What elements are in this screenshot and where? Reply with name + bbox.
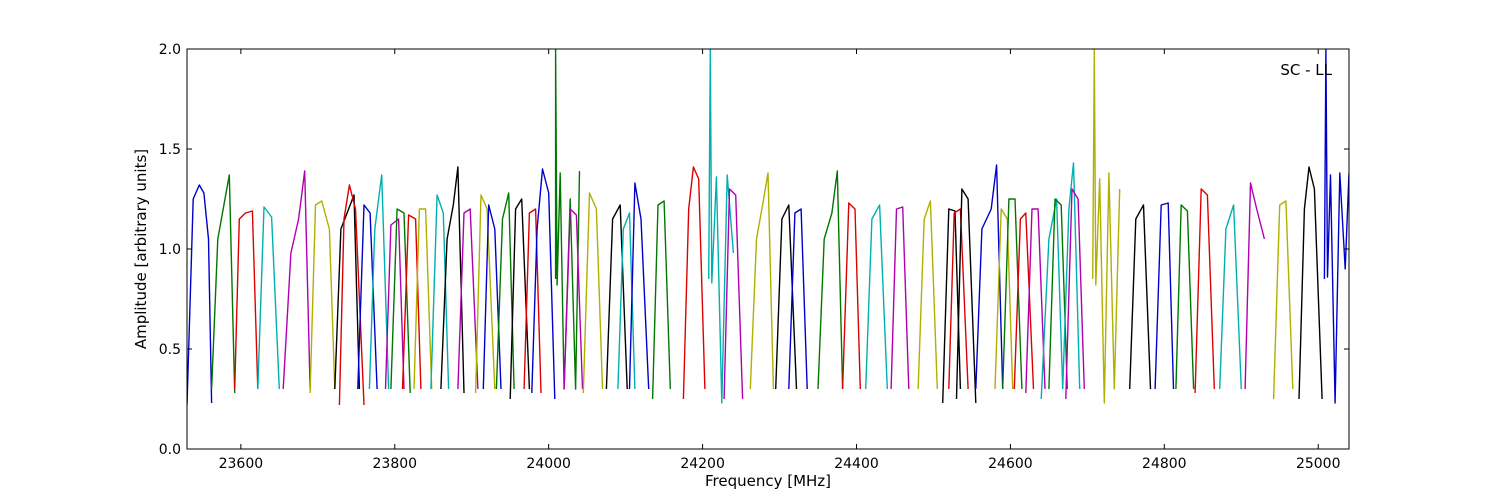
series-line-57 xyxy=(1194,188,1215,394)
series-line-10 xyxy=(384,218,405,390)
x-tick-label: 23800 xyxy=(373,456,418,472)
series-line-36 xyxy=(817,170,844,390)
series-line-50 xyxy=(1048,198,1068,390)
series-line-19 xyxy=(495,192,515,390)
chart-annotation: SC - LL xyxy=(1280,61,1332,79)
series-line-9 xyxy=(368,174,390,390)
series-line-2 xyxy=(234,210,259,390)
series-line-39 xyxy=(890,206,910,390)
series-line-1 xyxy=(210,174,236,394)
series-line-23 xyxy=(554,49,581,390)
series-line-54 xyxy=(1129,204,1152,390)
series-line-53 xyxy=(1091,49,1121,404)
x-tick-label: 24600 xyxy=(988,456,1033,472)
series-line-16 xyxy=(457,208,479,390)
series-line-51 xyxy=(1062,162,1081,390)
series-line-59 xyxy=(1244,182,1266,390)
y-tick-label: 1.0 xyxy=(159,242,181,258)
y-tick-label: 2.0 xyxy=(159,42,181,58)
series-line-61 xyxy=(1298,166,1323,400)
series-line-38 xyxy=(865,204,888,390)
series-line-43 xyxy=(955,188,977,404)
series-line-18 xyxy=(482,204,502,390)
series-line-5 xyxy=(309,200,336,394)
x-tick-label: 24800 xyxy=(1142,456,1187,472)
series-line-58 xyxy=(1219,204,1242,390)
series-line-0 xyxy=(187,184,213,406)
series-line-31 xyxy=(708,49,735,404)
series-line-15 xyxy=(440,166,465,394)
y-tick-label: 1.5 xyxy=(159,142,181,158)
x-tick-label: 25000 xyxy=(1296,456,1341,472)
y-axis-label: Amplitude [arbitrary units] xyxy=(132,149,150,349)
series-line-4 xyxy=(282,170,311,390)
series-line-8 xyxy=(357,204,378,390)
series-line-33 xyxy=(749,172,775,390)
series-line-45 xyxy=(994,208,1014,390)
series-line-42 xyxy=(948,208,969,390)
series-line-46 xyxy=(1002,198,1023,390)
series-line-30 xyxy=(682,166,706,400)
plot-frame xyxy=(186,48,1350,450)
series-line-52 xyxy=(1065,188,1085,400)
series-line-29 xyxy=(651,200,671,400)
series-line-62 xyxy=(1323,49,1349,404)
series-line-21 xyxy=(523,208,542,394)
x-tick-label: 23600 xyxy=(219,456,264,472)
series-line-37 xyxy=(841,202,861,390)
series-line-6 xyxy=(334,194,361,390)
x-tick-label: 24200 xyxy=(680,456,725,472)
series-line-7 xyxy=(338,184,365,406)
x-tick-label: 24000 xyxy=(526,456,571,472)
series-line-17 xyxy=(474,194,496,394)
series-line-13 xyxy=(413,208,433,390)
series-line-32 xyxy=(723,188,744,400)
series-line-28 xyxy=(628,182,650,390)
series-line-40 xyxy=(917,200,938,390)
series-line-12 xyxy=(401,214,422,390)
series-line-35 xyxy=(788,208,808,390)
series-line-25 xyxy=(582,192,604,394)
series-line-3 xyxy=(257,206,280,390)
series-layer xyxy=(187,49,1349,406)
series-line-56 xyxy=(1175,204,1195,390)
series-line-26 xyxy=(605,204,628,390)
x-axis-label: Frequency [MHz] xyxy=(705,472,831,490)
series-line-22 xyxy=(531,168,556,400)
y-tick-label: 0.5 xyxy=(159,342,181,358)
series-line-47 xyxy=(1013,212,1035,390)
series-line-41 xyxy=(942,208,962,404)
series-line-49 xyxy=(1040,198,1064,400)
y-tick-label: 0.0 xyxy=(159,442,181,458)
series-line-55 xyxy=(1154,202,1175,390)
series-line-14 xyxy=(430,194,450,390)
x-tick-label: 24400 xyxy=(834,456,879,472)
series-line-44 xyxy=(975,164,1004,390)
series-line-11 xyxy=(390,208,411,394)
ticks-layer: 23600 23800 24000 24200 24400 24600 24800 25000… xyxy=(159,42,1349,472)
series-line-20 xyxy=(509,198,531,400)
series-line-48 xyxy=(1025,208,1046,394)
series-line-24 xyxy=(563,208,584,390)
series-line-60 xyxy=(1272,200,1294,400)
